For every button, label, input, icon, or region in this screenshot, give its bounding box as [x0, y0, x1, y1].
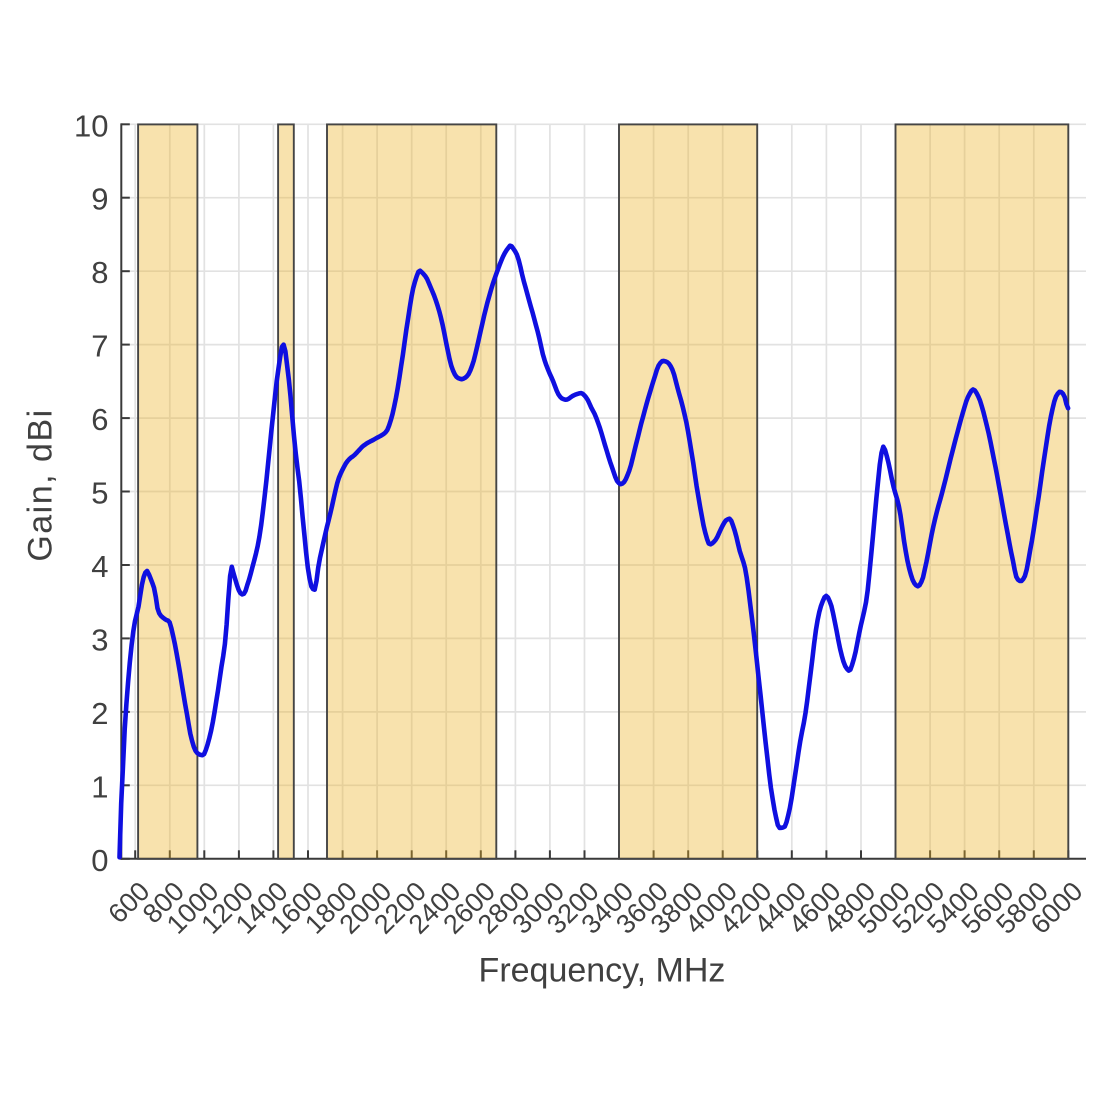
svg-text:10: 10	[74, 108, 108, 143]
svg-text:7: 7	[91, 329, 108, 364]
svg-text:9: 9	[91, 182, 108, 217]
svg-text:8: 8	[91, 255, 108, 290]
svg-text:4: 4	[91, 549, 108, 584]
svg-text:5: 5	[91, 476, 108, 511]
svg-text:2: 2	[91, 696, 108, 731]
svg-text:0: 0	[91, 843, 108, 878]
svg-text:Gain, dBi: Gain, dBi	[22, 408, 60, 561]
svg-text:1: 1	[91, 769, 108, 804]
svg-text:6: 6	[91, 402, 108, 437]
svg-text:3: 3	[91, 622, 108, 657]
svg-text:Frequency, MHz: Frequency, MHz	[479, 952, 726, 990]
